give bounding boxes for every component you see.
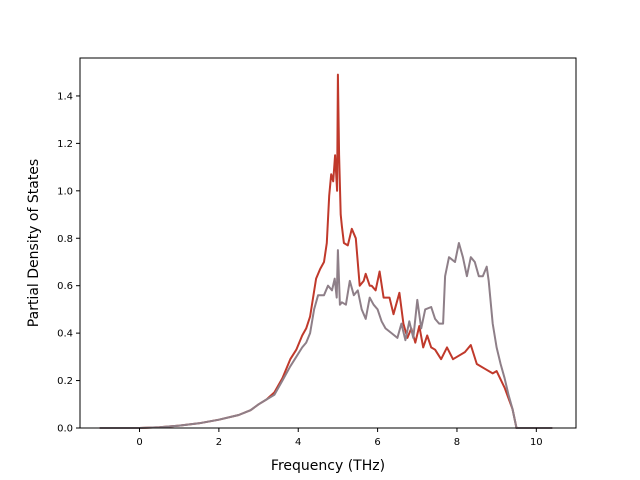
x-tick-label: 6 xyxy=(374,437,380,448)
y-tick-label: 0.2 xyxy=(57,376,73,387)
x-tick-label: 4 xyxy=(295,437,301,448)
y-axis-label: Partial Density of States xyxy=(26,159,42,327)
x-tick-label: 8 xyxy=(454,437,460,448)
y-tick-label: 0.6 xyxy=(57,281,73,292)
y-tick-label: 0.8 xyxy=(57,234,73,245)
series-line-2 xyxy=(99,242,553,429)
y-tick-label: 0.0 xyxy=(57,424,73,435)
y-ticks: 0.0 0.2 0.4 0.6 0.8 1.0 1.2 1.4 xyxy=(57,91,80,435)
y-tick-label: 1.0 xyxy=(57,186,73,197)
x-tick-label: 0 xyxy=(136,437,142,448)
plot-area: 0 2 4 6 8 10 0.0 0.2 0.4 0.6 0.8 1.0 1.2 1.4 xyxy=(57,57,577,448)
y-tick-label: 1.2 xyxy=(57,139,73,150)
series-line-1 xyxy=(99,73,553,429)
series-layer xyxy=(99,73,553,429)
y-tick-label: 0.4 xyxy=(57,329,73,340)
x-tick-label: 10 xyxy=(530,437,543,448)
y-tick-label: 1.4 xyxy=(57,91,73,102)
x-ticks: 0 2 4 6 8 10 xyxy=(136,428,543,448)
x-tick-label: 2 xyxy=(216,437,222,448)
x-axis-label: Frequency (THz) xyxy=(271,458,385,474)
axes-frame xyxy=(79,57,577,429)
